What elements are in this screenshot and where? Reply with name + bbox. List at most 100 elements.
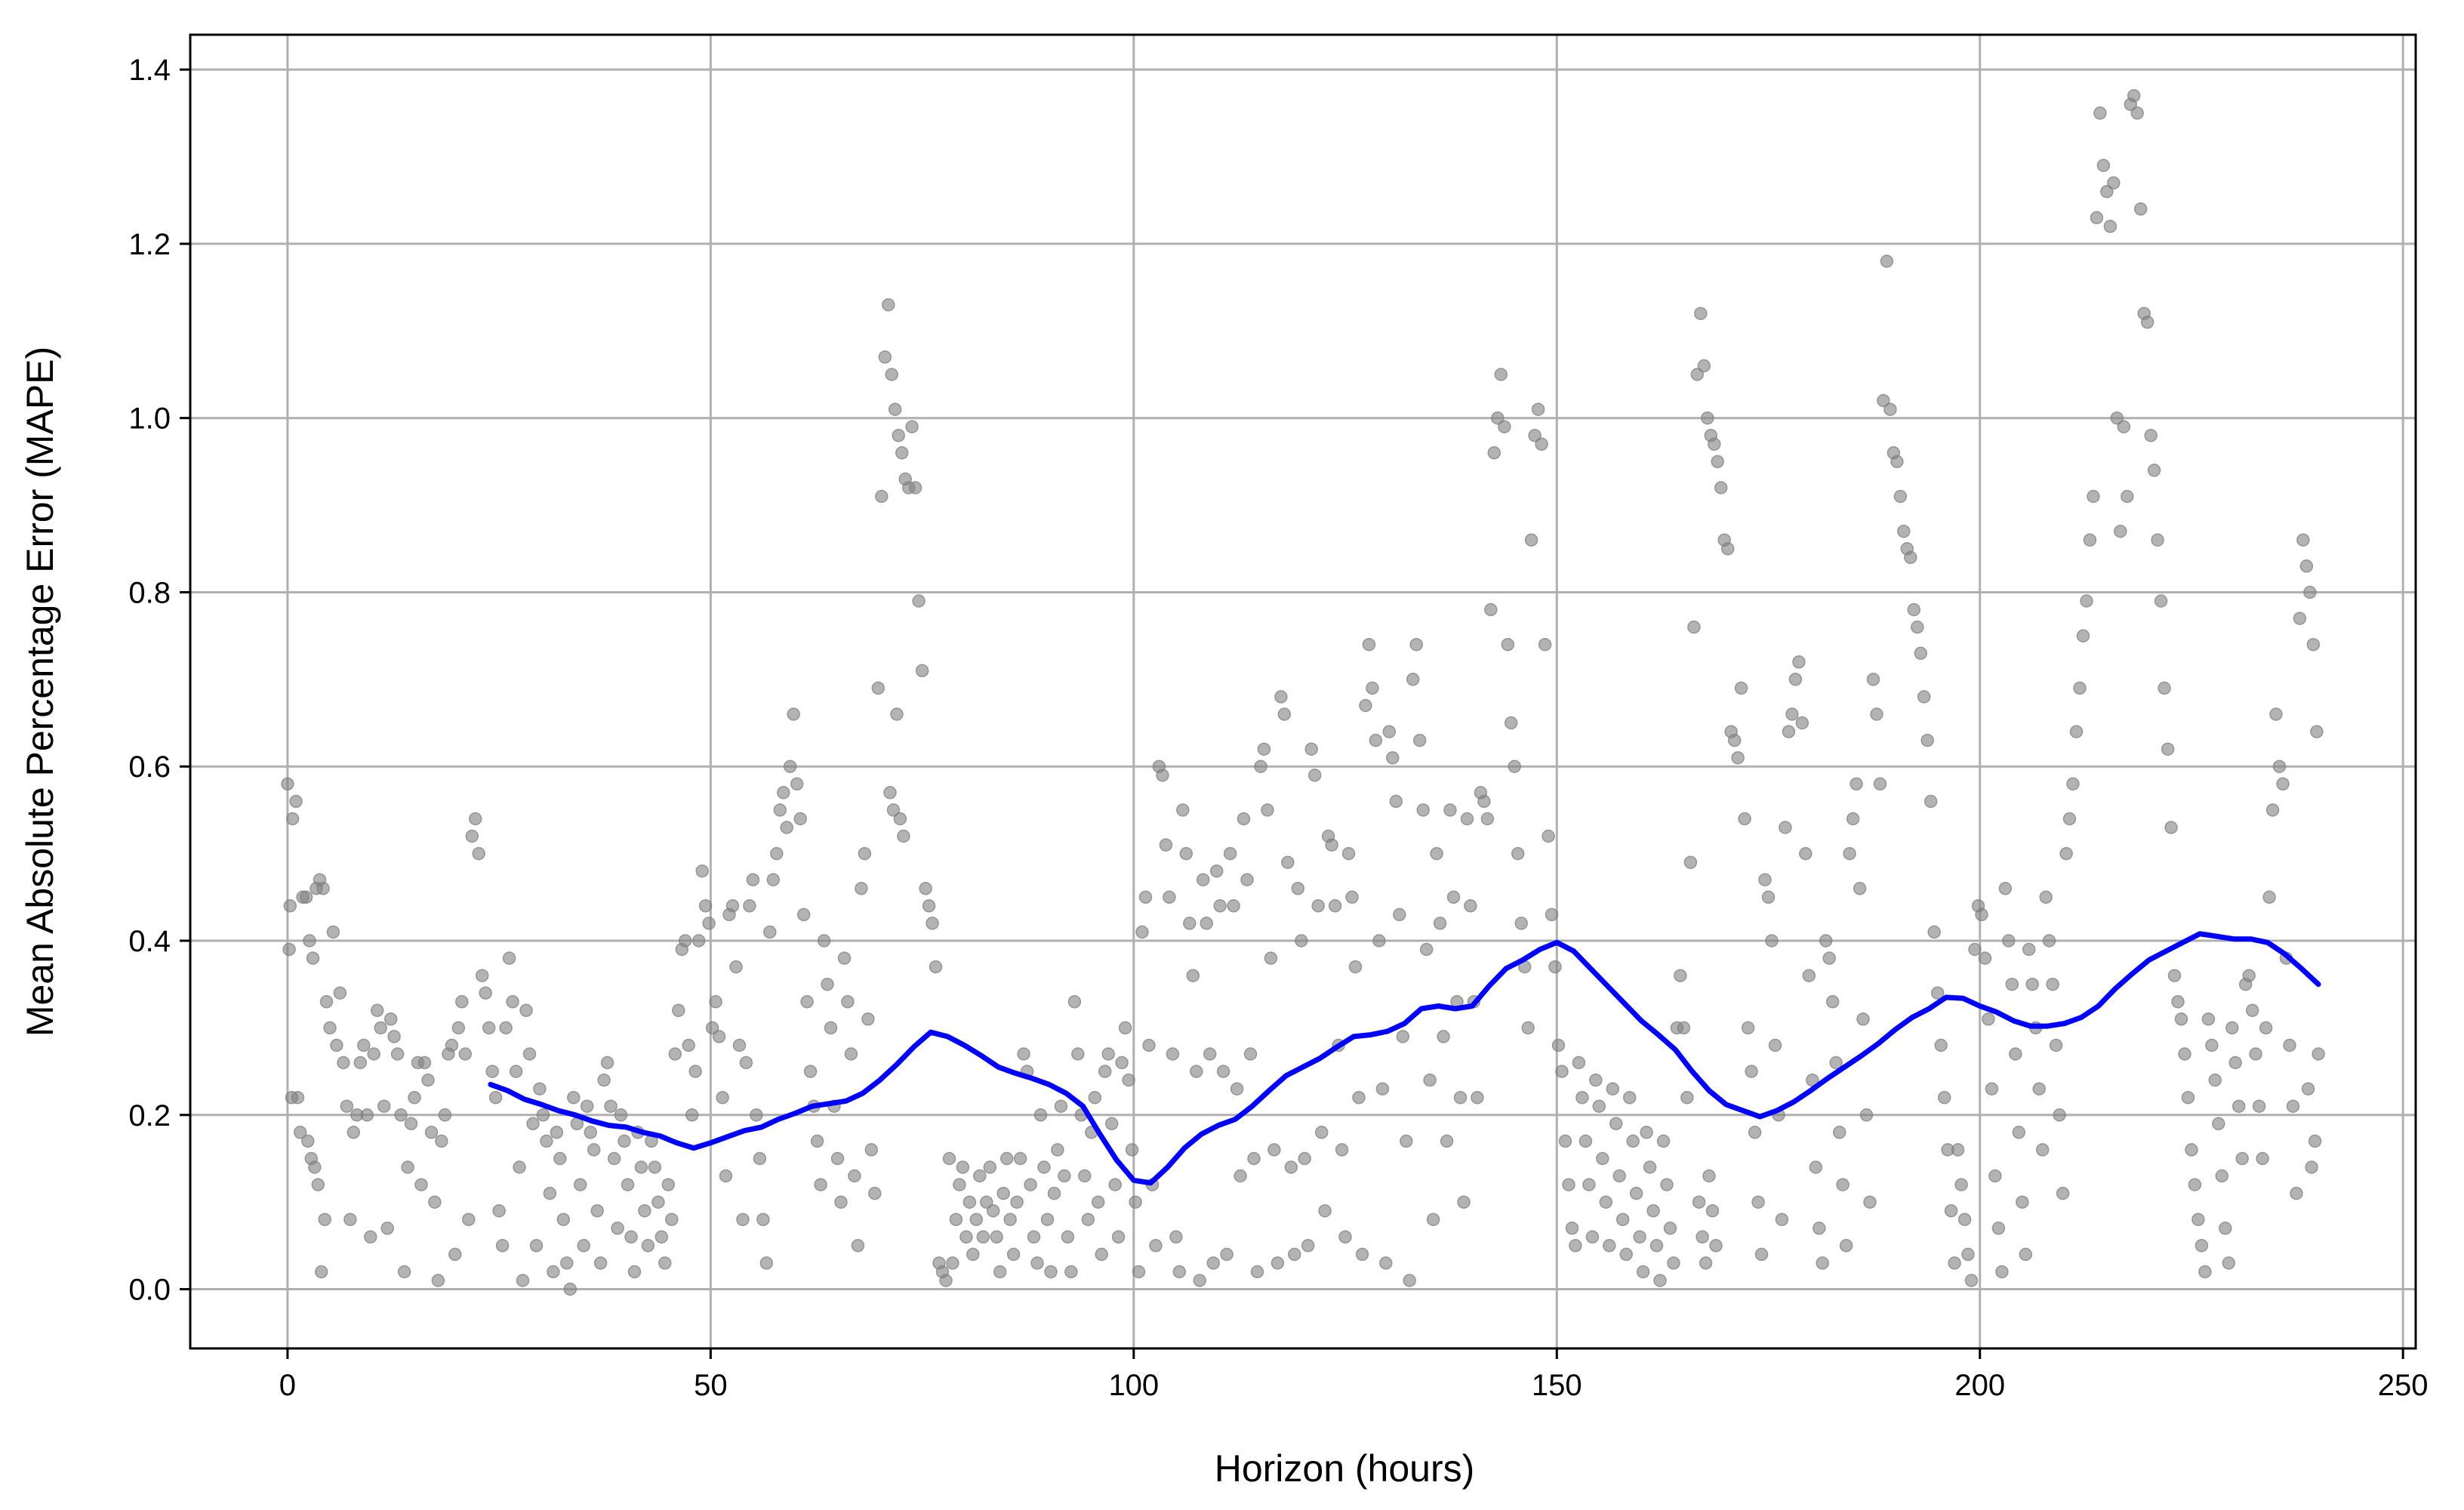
scatter-point — [431, 1274, 445, 1287]
scatter-point — [1531, 402, 1545, 416]
scatter-point — [763, 925, 777, 939]
scatter-point — [1859, 1108, 1874, 1122]
scatter-point — [1416, 803, 1430, 817]
scatter-point — [1291, 882, 1305, 895]
scatter-point — [340, 1099, 354, 1113]
scatter-point — [1535, 437, 1548, 451]
scatter-point — [533, 1082, 547, 1096]
trend-line-path — [488, 931, 2321, 1186]
scatter-point — [1788, 673, 1803, 686]
scatter-point — [468, 812, 482, 826]
scatter-point — [1307, 769, 1322, 782]
scatter-point — [1135, 925, 1149, 939]
scatter-point — [996, 1186, 1010, 1200]
scatter-point — [1227, 899, 1240, 913]
scatter-point — [1412, 733, 1427, 747]
scatter-point — [1615, 1213, 1630, 1226]
scatter-point — [1575, 1090, 1589, 1105]
scatter-point — [1267, 1143, 1281, 1157]
scatter-point — [1169, 1230, 1183, 1244]
scatter-point — [1419, 942, 1434, 957]
scatter-point — [1538, 637, 1552, 652]
scatter-point — [1968, 942, 1982, 957]
scatter-point — [1677, 1021, 1691, 1035]
scatter-point — [780, 821, 793, 834]
scatter-point — [2087, 489, 2100, 504]
scatter-point — [1433, 917, 1447, 930]
scatter-point — [1964, 1274, 1979, 1287]
scatter-point — [1132, 1265, 1146, 1279]
scatter-point — [766, 873, 781, 886]
scatter-point — [878, 350, 892, 364]
scatter-point — [2215, 1169, 2229, 1183]
scatter-point — [1714, 481, 1728, 495]
scatter-point — [2231, 1099, 2246, 1113]
scatter-point — [1961, 1247, 1975, 1262]
scatter-point — [506, 995, 519, 1009]
scatter-point — [1298, 1151, 1311, 1166]
scatter-point — [2249, 1047, 2262, 1061]
scatter-point — [864, 1143, 879, 1157]
scatter-point — [1078, 1169, 1092, 1183]
scatter-point — [1176, 803, 1190, 817]
gridlines — [190, 35, 2416, 1348]
scatter-point — [1944, 1203, 1958, 1218]
scatter-point — [1243, 1047, 1258, 1061]
plot-frame — [189, 33, 2417, 1350]
scatter-point — [1585, 1230, 1600, 1244]
scatter-point — [1209, 864, 1224, 878]
scatter-point — [682, 1038, 695, 1052]
scatter-point — [502, 951, 516, 965]
scatter-point — [1748, 1126, 1762, 1139]
scatter-point — [770, 846, 784, 861]
x-axis-title: Horizon (hours) — [1215, 1447, 1475, 1490]
y-tick-label: 1.2 — [128, 228, 171, 261]
scatter-point — [1699, 1256, 1713, 1270]
scatter-point — [1396, 1030, 1410, 1043]
scatter-point — [756, 1213, 770, 1226]
scatter-point — [753, 1151, 767, 1166]
scatter-point — [946, 1256, 959, 1270]
scatter-point — [445, 1038, 459, 1052]
scatter-point — [890, 707, 904, 721]
scatter-point — [1656, 1134, 1671, 1148]
scatter-point — [926, 917, 939, 930]
scatter-point — [1030, 1256, 1044, 1270]
y-tick-label: 0.4 — [128, 925, 171, 958]
scatter-point — [1091, 1195, 1105, 1209]
scatter-point — [1220, 1247, 1234, 1262]
scatter-point — [1264, 951, 1278, 965]
scatter-point — [1223, 846, 1237, 861]
scatter-point — [1311, 899, 1325, 913]
scatter-point — [1619, 1247, 1633, 1262]
scatter-point — [1734, 681, 1748, 695]
scatter-point — [1711, 455, 1724, 469]
scatter-point — [1203, 1047, 1217, 1061]
scatter-point — [380, 1222, 394, 1235]
scatter-point — [1592, 1099, 1606, 1113]
scatter-point — [732, 1038, 747, 1052]
scatter-point — [2096, 159, 2111, 172]
scatter-point — [414, 1178, 428, 1191]
scatter-point — [438, 1108, 452, 1122]
scatter-point — [851, 1239, 865, 1253]
scatter-point — [1653, 1274, 1667, 1287]
scatter-point — [428, 1195, 442, 1209]
scatter-point — [1890, 455, 1904, 469]
scatter-point — [1883, 402, 1897, 416]
scatter-point — [2305, 1160, 2318, 1174]
scatter-point — [404, 1117, 418, 1131]
scatter-point — [2310, 725, 2324, 738]
scatter-point — [1033, 1108, 1048, 1122]
scatter-point — [1457, 1195, 1471, 1209]
scatter-point — [1375, 1082, 1390, 1096]
scatter-point — [1988, 1169, 2002, 1183]
scatter-point — [2283, 1038, 2296, 1052]
scatter-point — [624, 1230, 638, 1244]
scatter-point — [1528, 429, 1542, 442]
scatter-point — [1606, 1082, 1620, 1096]
scatter-point — [1758, 873, 1772, 886]
scatter-point — [316, 882, 330, 895]
scatter-point — [959, 1230, 973, 1244]
